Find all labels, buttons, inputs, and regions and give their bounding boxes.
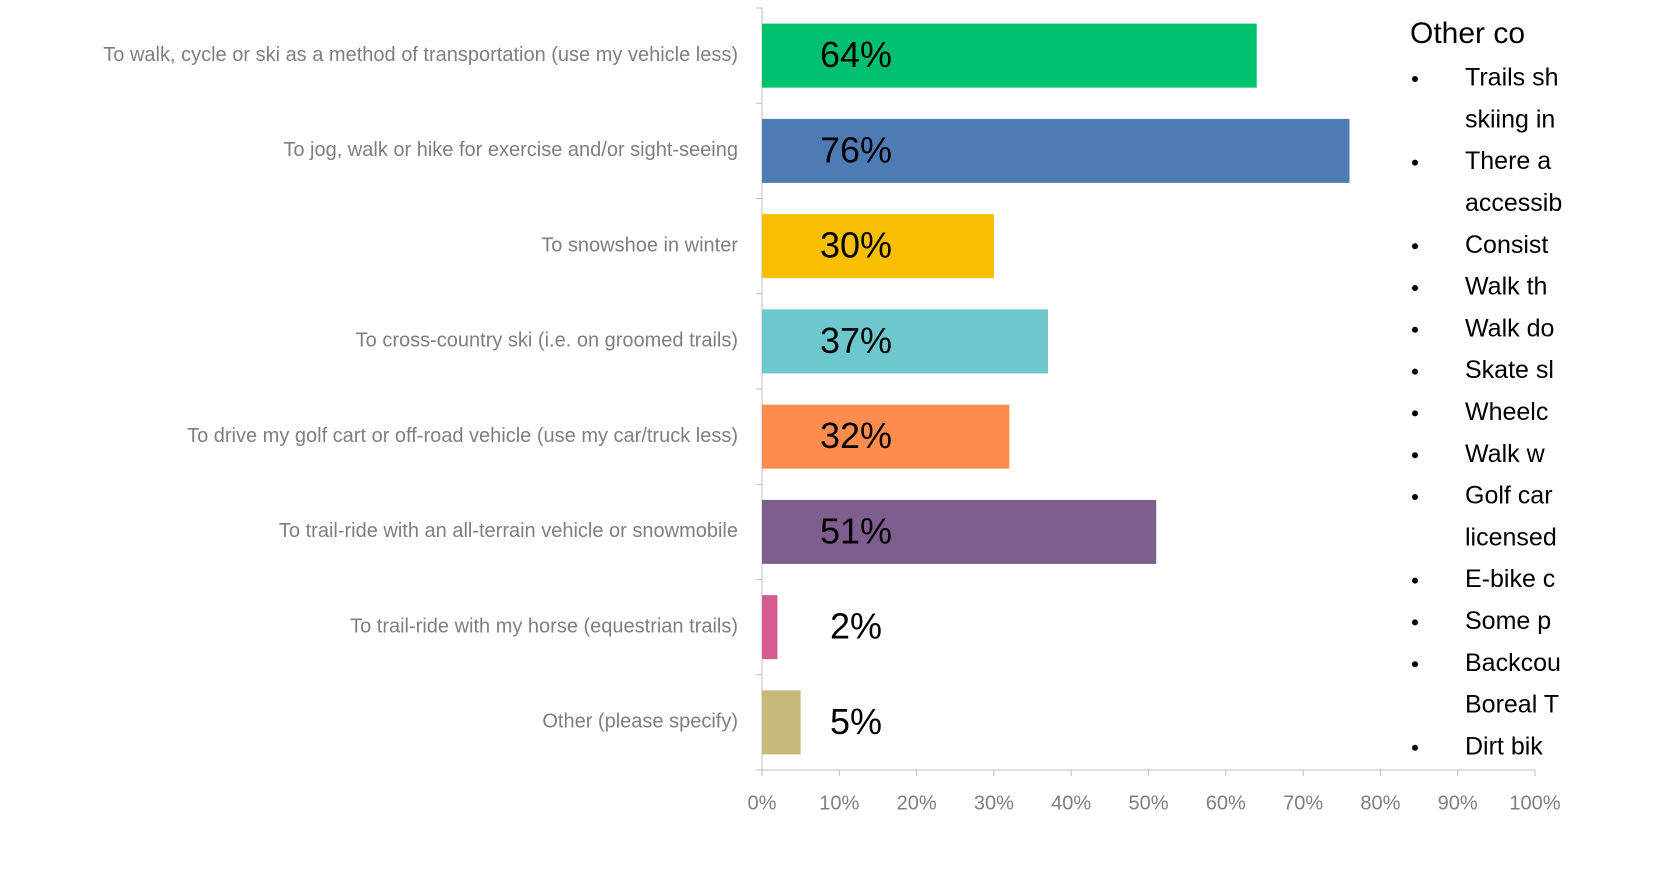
bullet-text: Backcou xyxy=(1465,649,1561,677)
category-label: To drive my golf cart or off-road vehicl… xyxy=(187,425,738,447)
bullet-text: skiing in xyxy=(1465,105,1555,133)
category-label: To walk, cycle or ski as a method of tra… xyxy=(103,44,738,66)
bullet-text: Walk do xyxy=(1465,314,1554,342)
bar xyxy=(762,23,1257,88)
bullet-dot xyxy=(1412,159,1418,166)
bullet-text: Dirt bik xyxy=(1465,732,1543,760)
x-tick-label: 90% xyxy=(1438,792,1478,814)
bar xyxy=(762,309,1049,374)
bullet-dot xyxy=(1412,619,1418,626)
bullet-dot xyxy=(1412,577,1418,584)
value-label: 5% xyxy=(830,701,882,742)
bullet-text: Walk w xyxy=(1465,440,1546,468)
bar xyxy=(762,118,1350,183)
bullet-text: Skate sl xyxy=(1465,356,1554,384)
value-label: 2% xyxy=(830,606,882,647)
x-tick-label: 60% xyxy=(1206,792,1246,814)
panel-title: Other co xyxy=(1410,17,1525,50)
bullet-dot xyxy=(1412,661,1418,668)
bar xyxy=(762,595,778,660)
x-tick-label: 10% xyxy=(819,792,859,814)
bar xyxy=(762,690,801,755)
value-label: 30% xyxy=(820,225,892,266)
value-label: 51% xyxy=(820,510,892,551)
value-label: 76% xyxy=(820,129,892,170)
bullet-dot xyxy=(1412,368,1418,375)
bullet-text: Consist xyxy=(1465,231,1548,259)
bullet-dot xyxy=(1412,285,1418,291)
category-label: To trail-ride with my horse (equestrian … xyxy=(350,615,738,637)
x-tick-label: 70% xyxy=(1283,792,1323,814)
bullet-text: Golf car xyxy=(1465,482,1553,510)
category-label: Other (please specify) xyxy=(542,711,738,733)
category-label: To jog, walk or hike for exercise and/or… xyxy=(283,139,738,161)
bullet-text: Boreal T xyxy=(1465,691,1559,719)
bullet-dot xyxy=(1412,326,1418,333)
bullet-dot xyxy=(1412,744,1418,751)
bullet-dot xyxy=(1412,410,1418,417)
category-label: To cross-country ski (i.e. on groomed tr… xyxy=(356,330,738,352)
category-label: To trail-ride with an all-terrain vehicl… xyxy=(279,520,738,542)
value-label: 37% xyxy=(820,320,892,361)
x-tick-label: 0% xyxy=(748,792,777,814)
x-tick-label: 80% xyxy=(1360,792,1400,814)
bar xyxy=(762,214,994,279)
x-tick-label: 20% xyxy=(897,792,937,814)
bar xyxy=(762,404,1010,469)
bullet-text: accessib xyxy=(1465,189,1562,217)
bullet-text: Trails sh xyxy=(1465,64,1559,92)
bullet-text: There a xyxy=(1465,147,1551,175)
bullet-dot xyxy=(1412,452,1418,459)
bullet-text: licensed xyxy=(1465,523,1557,551)
bullet-text: Walk th xyxy=(1465,273,1547,301)
value-label: 64% xyxy=(820,34,892,75)
bullet-text: Some p xyxy=(1465,607,1551,635)
x-tick-label: 100% xyxy=(1509,792,1560,814)
category-label: To snowshoe in winter xyxy=(541,234,738,256)
bullet-dot xyxy=(1412,76,1418,82)
bullet-text: E-bike c xyxy=(1465,565,1555,593)
value-label: 32% xyxy=(820,415,892,456)
x-tick-label: 40% xyxy=(1051,792,1091,814)
bullet-dot xyxy=(1412,243,1418,250)
x-tick-label: 50% xyxy=(1128,792,1168,814)
bullet-dot xyxy=(1412,494,1418,500)
bullet-text: Wheelc xyxy=(1465,398,1548,426)
x-tick-label: 30% xyxy=(974,792,1014,814)
bar xyxy=(762,499,1157,564)
